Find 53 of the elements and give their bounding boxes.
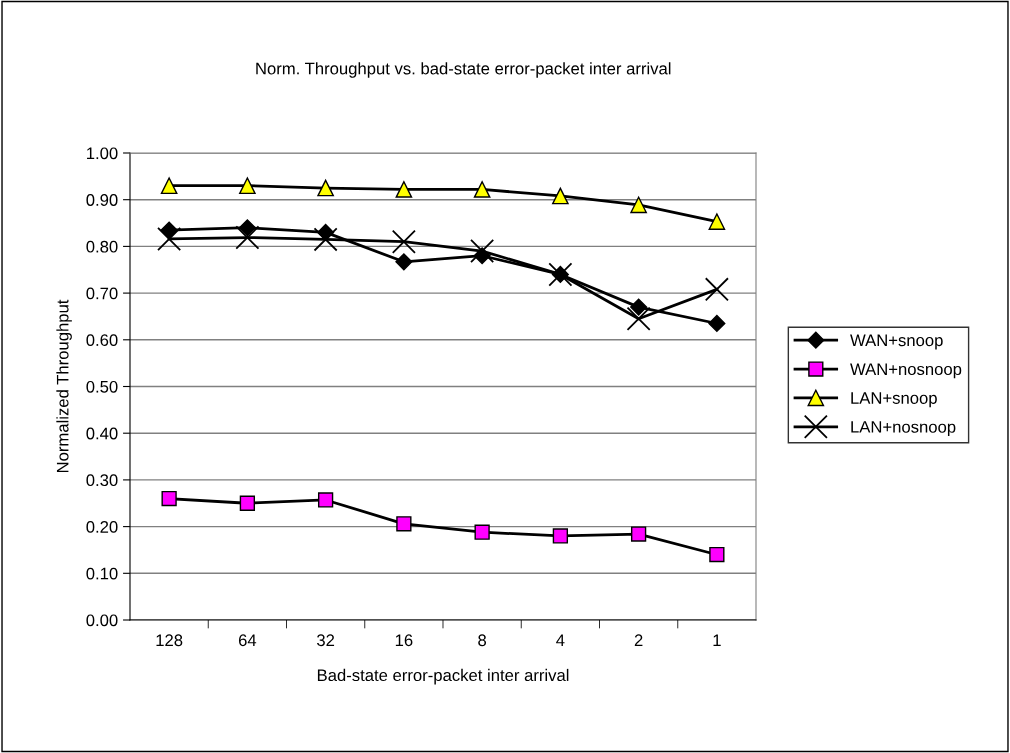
x-tick-label: 2 [634,634,643,646]
point [157,226,182,251]
point [313,227,338,252]
y-axis-title: Normalized Throughput [56,299,72,473]
point [161,490,177,507]
y-tick-label: 0.50 [86,380,118,393]
point [317,179,334,197]
y-tick-label: 0.70 [86,287,118,300]
point [395,253,413,271]
chart-title: Norm. Throughput vs. bad-state error-packet inter arrival [256,62,671,78]
point [552,187,569,205]
x-tick-label: 64 [238,634,257,647]
y-tick-label: 0.10 [86,567,118,580]
point [708,314,726,333]
point [395,181,413,198]
legend-label: LAN+nosnoop [851,421,956,437]
y-tick-label: 0.30 [86,474,118,487]
point [708,213,726,230]
point [470,239,495,264]
x-tick-label: 16 [395,634,413,647]
point [704,277,729,302]
point [474,524,490,540]
point [709,546,725,563]
point [473,181,491,198]
point [239,177,256,195]
point [317,492,334,508]
y-tick-label: 0.40 [86,427,118,440]
point [626,306,651,331]
point [396,516,412,532]
x-tick-label: 128 [156,634,183,647]
point [235,225,260,250]
point [630,298,648,316]
point [552,528,569,544]
y-tick-label: 0.60 [86,334,118,346]
point [630,526,647,542]
x-tick-label: 4 [556,634,565,646]
x-axis-title: Bad-state error-packet inter arrival [317,668,569,685]
point [160,177,178,195]
point [391,229,416,254]
y-tick-label: 0.20 [86,521,118,533]
point [239,495,256,511]
y-tick-label: 1.00 [87,147,118,160]
x-tick-label: 32 [316,634,335,647]
legend-label: WAN+snoop [850,334,943,350]
y-tick-label: 0.80 [86,240,118,253]
x-tick-label: 8 [478,634,487,647]
x-tick-label: 1 [713,634,721,646]
legend-label: LAN+snoop [851,392,937,408]
y-tick-label: 0.90 [86,194,118,206]
point [630,196,647,214]
y-tick-label: 0.00 [86,614,118,627]
point [238,219,256,237]
legend-label: WAN+nosnoop [850,363,962,379]
